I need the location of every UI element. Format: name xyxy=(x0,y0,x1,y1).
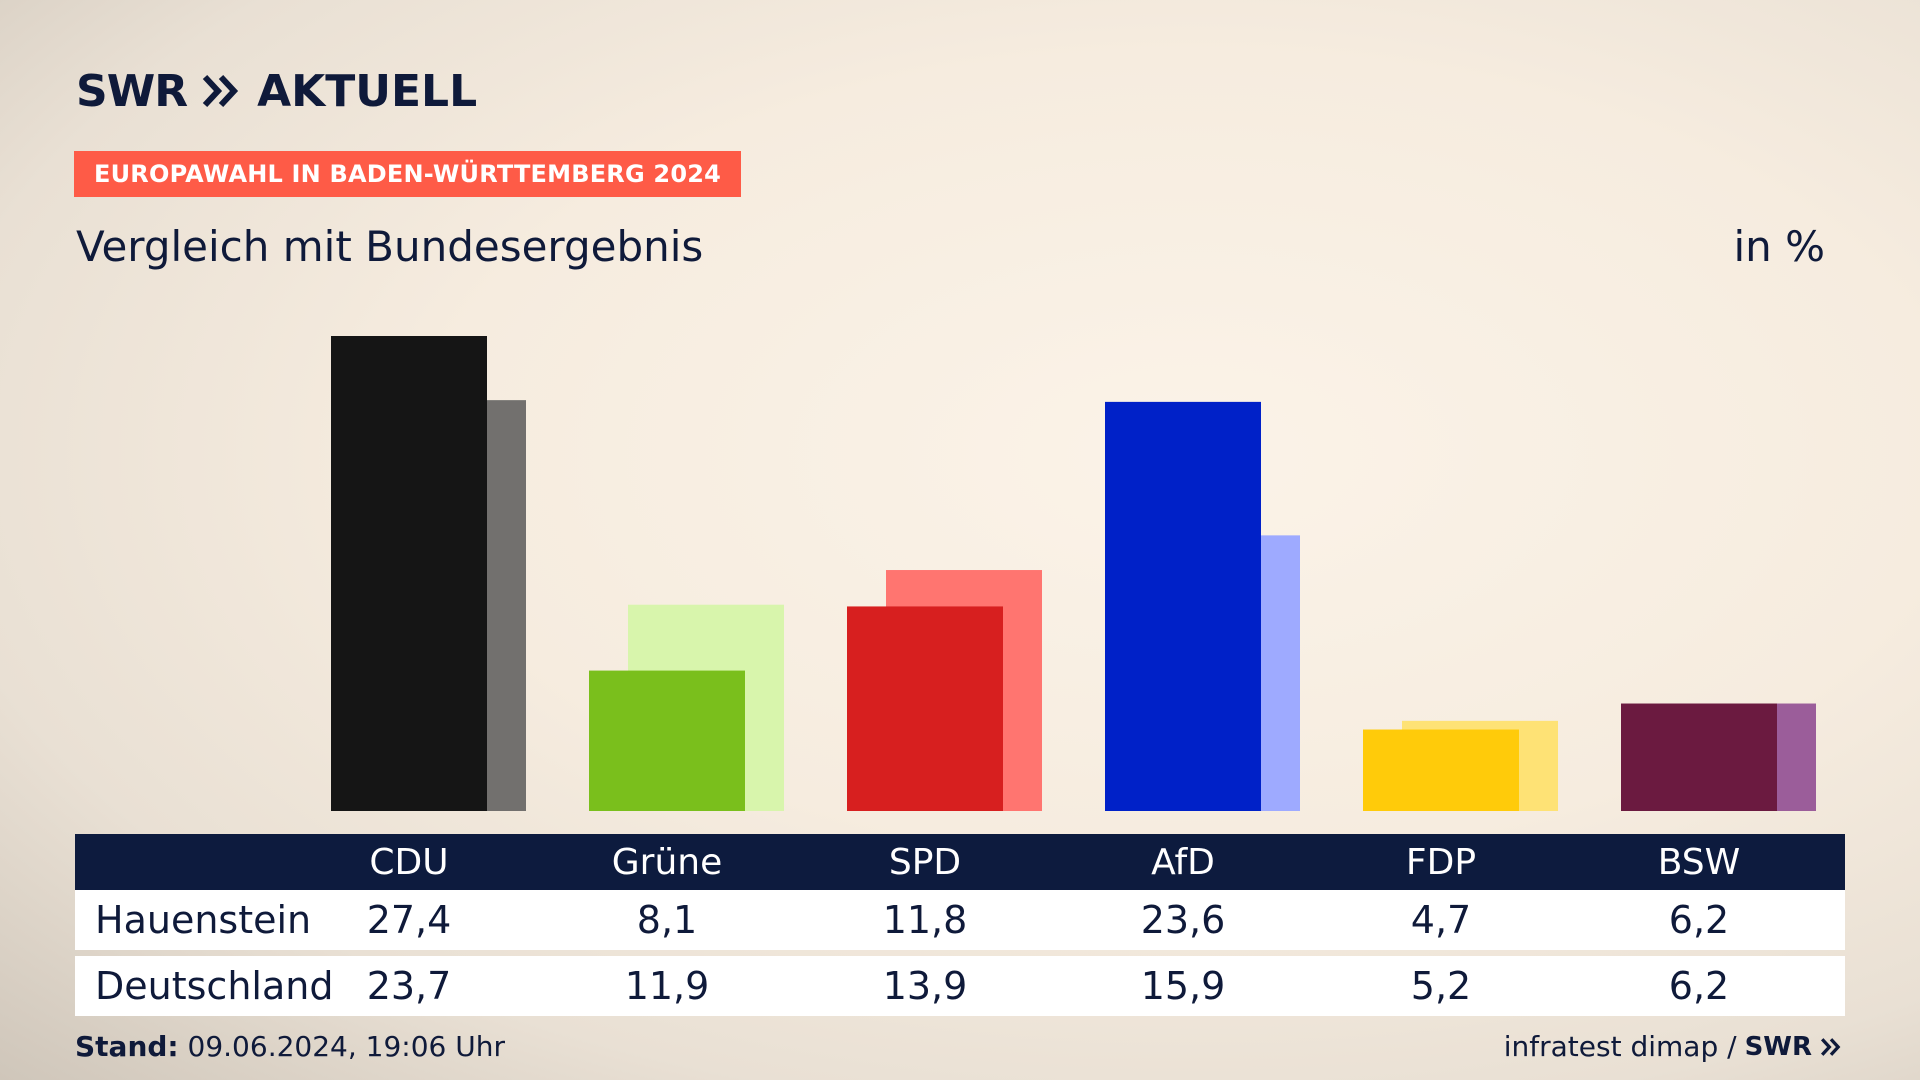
column-header-fdp: FDP xyxy=(1405,841,1477,883)
column-header-cdu: CDU xyxy=(369,841,449,883)
column-header-afd: AfD xyxy=(1151,841,1215,883)
value-hauenstein-bsw: 6,2 xyxy=(1668,898,1730,942)
bar-hauenstein-bsw xyxy=(1621,703,1777,811)
stand-label: Stand: xyxy=(75,1030,179,1063)
unit-label: in % xyxy=(1733,222,1825,271)
value-hauenstein-grüne: 8,1 xyxy=(636,898,698,942)
table-header: CDU Grüne SPD AfD FDP BSW xyxy=(75,834,1845,890)
value-hauenstein-cdu: 27,4 xyxy=(366,898,452,942)
value-hauenstein-afd: 23,6 xyxy=(1140,898,1226,942)
value-hauenstein-spd: 11,8 xyxy=(882,898,968,942)
table-row-hauenstein: Hauenstein 27,4 8,1 11,8 23,6 4,7 6,2 xyxy=(75,890,1845,950)
brand-name: SWR xyxy=(76,65,188,117)
source-brand: SWR xyxy=(1744,1031,1812,1062)
double-chevron-icon xyxy=(202,74,239,108)
chart-subtitle: Vergleich mit Bundesergebnis xyxy=(76,222,704,271)
bar-hauenstein-grüne xyxy=(589,670,745,811)
table-row-deutschland: Deutschland 23,7 11,9 13,9 15,9 5,2 6,2 xyxy=(75,956,1845,1016)
value-hauenstein-fdp: 4,7 xyxy=(1410,898,1472,942)
brand-suffix: AKTUELL xyxy=(257,65,478,117)
row-label-deutschland: Deutschland xyxy=(95,964,334,1008)
bar-hauenstein-fdp xyxy=(1363,729,1519,811)
value-deutschland-cdu: 23,7 xyxy=(366,964,452,1008)
double-chevron-icon xyxy=(1820,1037,1841,1056)
source-credit: infratest dimap / SWR xyxy=(1504,1030,1842,1063)
bar-hauenstein-cdu xyxy=(331,336,487,811)
election-badge: EUROPAWAHL IN BADEN-WÜRTTEMBERG 2024 xyxy=(74,151,742,197)
value-deutschland-afd: 15,9 xyxy=(1140,964,1226,1008)
column-header-grüne: Grüne xyxy=(611,841,723,883)
column-header-bsw: BSW xyxy=(1657,841,1741,883)
stand-value: 09.06.2024, 19:06 Uhr xyxy=(187,1030,505,1063)
column-header-spd: SPD xyxy=(888,841,962,883)
bar-chart xyxy=(331,336,1816,811)
source-text: infratest dimap / xyxy=(1503,1030,1737,1063)
results-table: CDU Grüne SPD AfD FDP BSW Hauenstein 27,4 8,1 1… xyxy=(75,834,1845,1016)
value-deutschland-bsw: 6,2 xyxy=(1668,964,1730,1008)
value-deutschland-fdp: 5,2 xyxy=(1410,964,1472,1008)
value-deutschland-spd: 13,9 xyxy=(882,964,968,1008)
value-deutschland-grüne: 11,9 xyxy=(624,964,710,1008)
row-label-hauenstein: Hauenstein xyxy=(95,898,312,942)
bar-hauenstein-spd xyxy=(847,606,1003,811)
timestamp: Stand: 09.06.2024, 19:06 Uhr xyxy=(75,1030,505,1063)
bar-hauenstein-afd xyxy=(1105,401,1261,811)
swr-aktuell-logo: SWR AKTUELL xyxy=(76,65,478,117)
